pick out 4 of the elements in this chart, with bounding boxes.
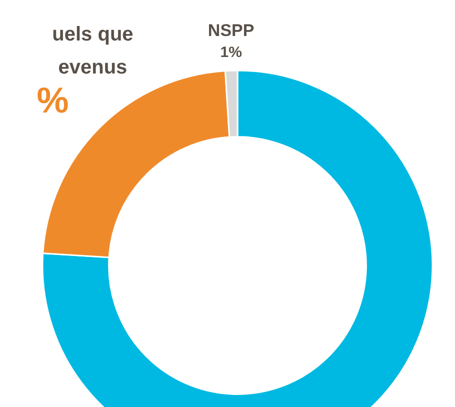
data-label: 1%	[220, 44, 242, 61]
slice-label: NSPP	[208, 20, 254, 40]
slice-label: uels que evenus	[52, 24, 134, 79]
data-label: %	[36, 80, 69, 121]
